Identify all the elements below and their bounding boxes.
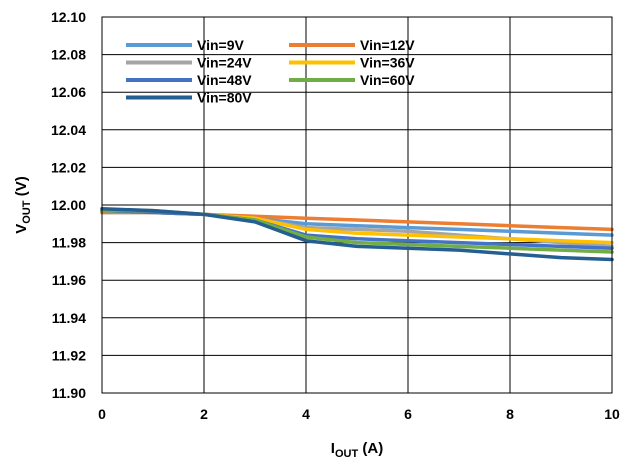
legend-item: Vin=9V	[126, 37, 244, 53]
series-layer	[100, 207, 614, 262]
y-tick-label: 11.90	[52, 385, 86, 401]
legend-label: Vin=24V	[197, 55, 252, 71]
x-tick-label: 4	[302, 406, 310, 422]
legend-item: Vin=36V	[289, 55, 415, 71]
y-tick-label: 12.02	[51, 159, 86, 175]
x-axis-title-unit: (A)	[358, 440, 383, 457]
y-tick-label: 12.08	[51, 47, 86, 63]
x-axis-title-sub: OUT	[335, 448, 359, 460]
legend-item: Vin=12V	[289, 37, 415, 53]
legend-item: Vin=48V	[126, 72, 252, 88]
legend-item: Vin=24V	[126, 55, 252, 71]
x-tick-label: 0	[98, 406, 106, 422]
legend-label: Vin=80V	[197, 90, 252, 106]
legend-label: Vin=12V	[360, 37, 415, 53]
y-axis-title: VOUT (V)	[13, 176, 33, 233]
plot-frame	[101, 16, 613, 394]
y-tick-label: 12.00	[51, 197, 86, 213]
legend-label: Vin=60V	[360, 72, 415, 88]
x-tick-label: 10	[604, 406, 620, 422]
x-axis-title: IOUT (A)	[331, 440, 383, 460]
x-axis-title-main: I	[331, 440, 335, 457]
y-tick-label: 11.92	[52, 347, 86, 363]
legend-label: Vin=48V	[197, 72, 252, 88]
legend-label: Vin=36V	[360, 55, 415, 71]
y-axis-title-unit: (V)	[13, 176, 30, 200]
y-tick-label: 11.98	[52, 235, 86, 251]
legend-item: Vin=80V	[126, 90, 252, 106]
legend-label: Vin=9V	[197, 37, 244, 53]
y-tick-label: 12.04	[51, 122, 86, 138]
x-tick-label: 8	[506, 406, 514, 422]
grid	[101, 16, 613, 394]
x-tick-label: 6	[404, 406, 412, 422]
legend-item: Vin=60V	[289, 72, 415, 88]
y-tick-label: 11.94	[52, 310, 86, 326]
y-tick-labels: 11.90 11.92 11.94 11.96 11.98 12.00 12.02 12.04…	[51, 9, 86, 401]
y-tick-label: 12.06	[51, 84, 86, 100]
y-axis-title-sub: OUT	[21, 200, 33, 224]
x-tick-labels: 0 2 4 6 8 10	[98, 406, 620, 422]
legend: Vin=9V Vin=12V Vin=24V Vin=36V Vin=48V Vin=60…	[126, 37, 415, 106]
x-tick-label: 2	[200, 406, 208, 422]
y-tick-label: 11.96	[52, 272, 86, 288]
series-line-vin-80v	[100, 207, 614, 262]
y-tick-label: 12.10	[51, 9, 86, 25]
y-axis-title-main: V	[13, 224, 30, 234]
